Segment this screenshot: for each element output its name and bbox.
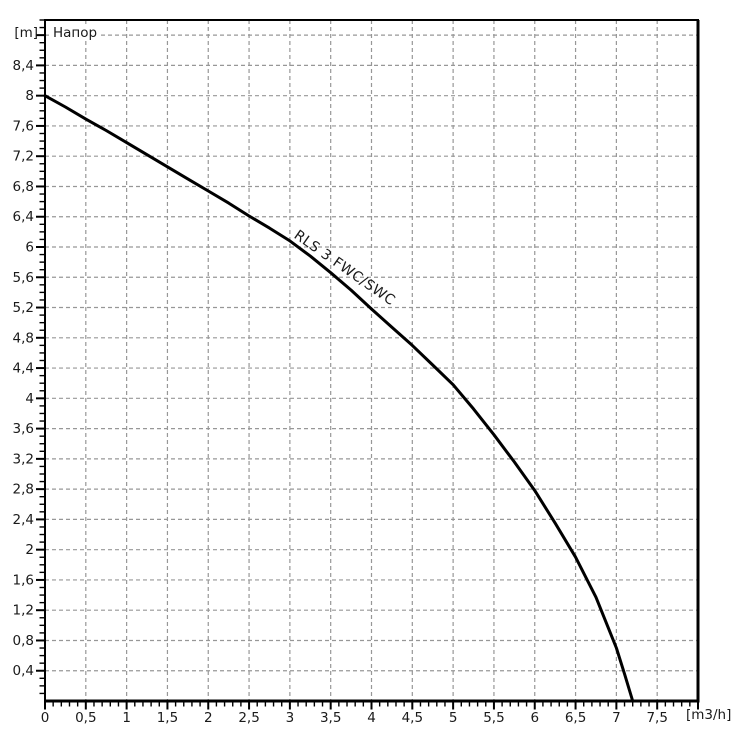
y-tick-label: 2,8 <box>13 482 34 498</box>
y-tick-label: 7,2 <box>13 149 34 165</box>
x-tick-label: 5,5 <box>483 710 504 726</box>
x-tick-label: 7 <box>612 710 621 726</box>
y-tick-label: 4 <box>25 391 34 407</box>
x-tick-label: 6 <box>530 710 539 726</box>
pump-curve <box>43 94 635 703</box>
y-tick-label: 1,6 <box>13 572 34 588</box>
y-tick-label: 5,6 <box>13 270 34 286</box>
y-axis-unit-label: [m] <box>14 25 38 41</box>
y-tick-label: 3,6 <box>13 421 34 437</box>
y-tick-label: 0,8 <box>13 633 34 649</box>
y-tick-label: 1,2 <box>13 603 34 619</box>
x-tick-label: 0,5 <box>75 710 96 726</box>
y-tick-label: 0,4 <box>13 663 34 679</box>
y-tick-label: 2 <box>25 542 34 558</box>
axis-ticks <box>36 19 699 710</box>
y-tick-label: 6 <box>25 240 34 256</box>
x-tick-label: 3,5 <box>320 710 341 726</box>
y-tick-label: 4,4 <box>13 361 34 377</box>
x-tick-label: 1,5 <box>157 710 178 726</box>
chart-title: Напор <box>51 25 102 41</box>
x-tick-label: 0 <box>41 710 50 726</box>
y-tick-label: 6,4 <box>13 209 34 225</box>
y-tick-label: 5,2 <box>13 300 34 316</box>
axes <box>44 19 700 703</box>
y-tick-label: 8,4 <box>13 58 34 74</box>
gridlines <box>45 20 698 701</box>
x-axis-unit-label: [m3/h] <box>686 707 732 723</box>
x-tick-label: 6,5 <box>565 710 586 726</box>
y-tick-label: 6,8 <box>13 179 34 195</box>
x-tick-label: 2,5 <box>238 710 259 726</box>
x-tick-label: 4 <box>367 710 376 726</box>
x-tick-label: 4,5 <box>402 710 423 726</box>
x-tick-label: 1 <box>122 710 131 726</box>
x-tick-label: 3 <box>286 710 295 726</box>
x-tick-label: 5 <box>449 710 458 726</box>
y-tick-label: 4,8 <box>13 330 34 346</box>
tick-labels: 0 0,5 1 1,5 2 2,5 3 3,5 4 4,5 5 5,5 6 6,5 7 7,5 0,4 0,8 1,… <box>13 58 668 726</box>
y-tick-label: 8 <box>25 88 34 104</box>
y-tick-label: 2,4 <box>13 512 34 528</box>
y-tick-label: 7,6 <box>13 118 34 134</box>
x-tick-label: 2 <box>204 710 213 726</box>
x-tick-label: 7,5 <box>646 710 667 726</box>
y-tick-label: 3,2 <box>13 451 34 467</box>
